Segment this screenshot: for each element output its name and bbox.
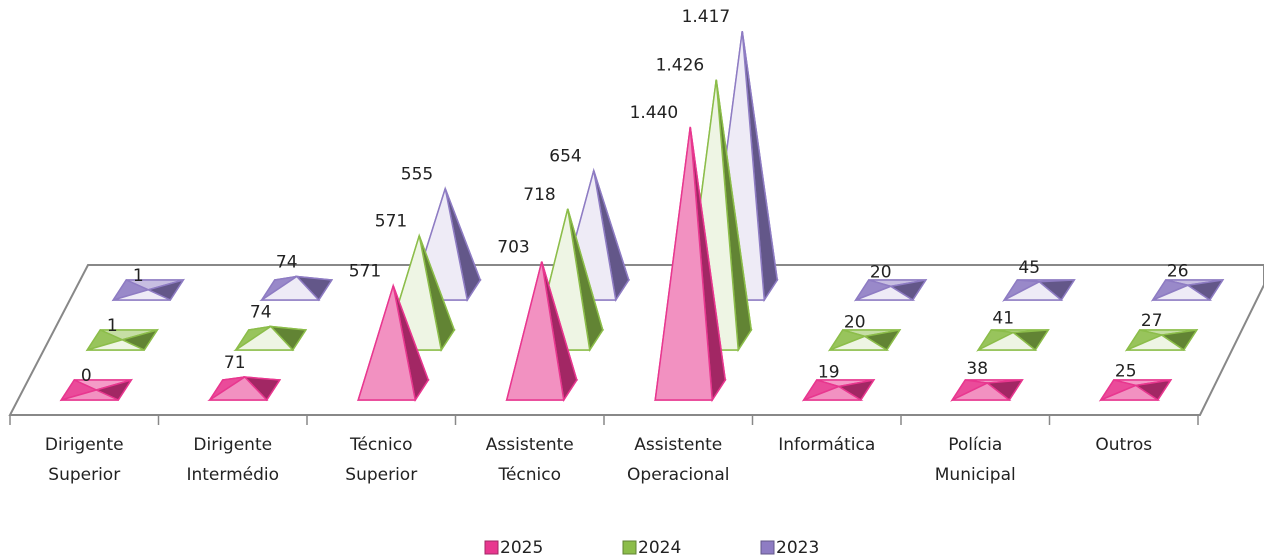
data-label: 19 <box>818 363 840 383</box>
pyramid <box>1124 329 1199 352</box>
pyramid-front <box>259 275 321 301</box>
pyramid-front <box>505 261 565 401</box>
x-tick-label: Informática <box>778 435 876 455</box>
pyramid <box>853 278 928 302</box>
pyramid-front <box>1003 280 1064 301</box>
data-label: 571 <box>349 262 381 282</box>
data-label: 71 <box>224 353 246 373</box>
pyramid-front <box>951 382 1012 401</box>
pyramid-front <box>61 389 119 401</box>
x-tick-label: Dirigente Superior <box>44 435 124 485</box>
pyramid <box>259 275 334 302</box>
pyramid <box>1098 379 1173 402</box>
data-label: 41 <box>992 309 1014 329</box>
pyramid-front <box>357 285 417 401</box>
pyramid <box>356 283 430 402</box>
pyramid <box>111 278 185 302</box>
pyramid <box>1150 279 1225 302</box>
pyramid <box>382 233 456 352</box>
pyramid-front <box>1152 284 1213 301</box>
pyramid <box>1002 279 1076 302</box>
pyramid-front <box>1126 334 1187 351</box>
pyramid-front <box>803 385 864 401</box>
data-label: 1.426 <box>656 56 705 76</box>
pyramid <box>59 378 133 402</box>
pyramid-front <box>977 331 1038 351</box>
pyramid <box>950 379 1024 402</box>
data-label: 0 <box>81 366 92 386</box>
data-label: 26 <box>1167 261 1189 281</box>
data-label: 1 <box>133 266 144 286</box>
legend-label: 2024 <box>638 538 681 557</box>
pyramid-front <box>1100 384 1161 401</box>
pyramid <box>653 126 727 403</box>
legend-label: 2023 <box>776 538 819 557</box>
data-label: 718 <box>523 185 555 205</box>
data-label: 27 <box>1141 311 1163 331</box>
pyramid <box>207 376 282 402</box>
x-tick-label: Assistente Operacional <box>627 435 730 485</box>
pyramid-front <box>207 376 269 401</box>
x-tick-label: Polícia Municipal <box>934 435 1016 485</box>
data-label: 555 <box>401 165 433 185</box>
pyramid-front <box>113 289 171 301</box>
pyramid-front <box>829 335 890 351</box>
data-label: 20 <box>844 312 866 332</box>
data-label: 703 <box>497 238 529 258</box>
data-label: 654 <box>549 147 581 167</box>
pyramid-front <box>87 339 145 351</box>
data-label: 20 <box>870 262 892 282</box>
pyramid-front <box>654 126 714 401</box>
data-label: 38 <box>966 359 988 379</box>
pyramid <box>233 325 308 352</box>
x-tick-label: Outros <box>1095 435 1153 455</box>
pyramid <box>976 329 1050 352</box>
x-tick-label: Técnico Superior <box>345 435 418 485</box>
data-label: 1.417 <box>682 7 731 27</box>
pyramid <box>801 378 876 402</box>
legend-swatch <box>622 540 637 555</box>
data-label: 1.440 <box>630 103 679 123</box>
pyramid-front <box>855 285 916 301</box>
data-label: 45 <box>1018 258 1040 278</box>
x-tick-label: Dirigente Intermédio <box>186 435 280 485</box>
pyramid <box>85 328 159 352</box>
legend-label: 2025 <box>500 538 543 557</box>
data-label: 1 <box>107 316 118 336</box>
x-tick-label: Assistente Técnico <box>485 435 574 485</box>
legend-swatch <box>484 540 499 555</box>
floor <box>8 264 1264 416</box>
pyramid <box>827 328 902 352</box>
legend-swatch <box>760 540 775 555</box>
pyramid <box>505 261 579 403</box>
pyramid-front <box>233 325 295 351</box>
data-label: 25 <box>1115 361 1137 381</box>
data-label: 74 <box>276 252 298 272</box>
data-label: 74 <box>250 302 272 322</box>
data-label: 571 <box>375 212 407 232</box>
